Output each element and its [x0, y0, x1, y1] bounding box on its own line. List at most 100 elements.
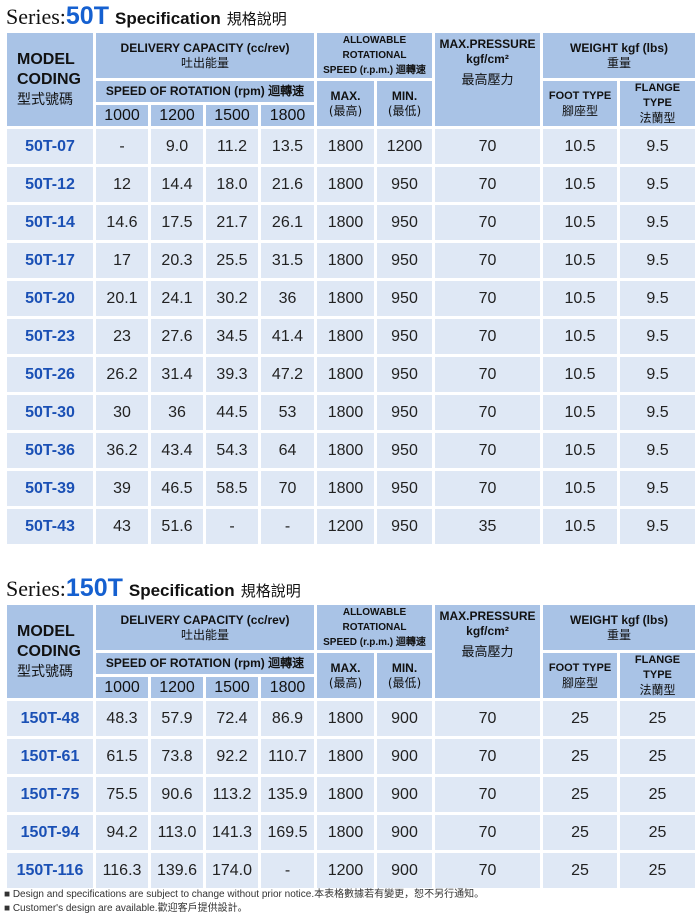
spec-table: MODEL CODING 型式號碼 DELIVERY CAPACITY (cc/re… — [4, 30, 699, 547]
min-speed-cell: 950 — [373, 430, 436, 471]
cap-1500-cell: 54.3 — [203, 430, 261, 471]
flange-weight-cell: 25 — [617, 850, 699, 891]
cap-1500-cell: 18.0 — [203, 164, 261, 205]
cap-1800-cell: - — [258, 506, 317, 547]
max-speed-cell: 1800 — [314, 240, 377, 281]
flange-weight-cell: 9.5 — [617, 468, 699, 509]
cap-1500-cell: 44.5 — [203, 392, 261, 433]
series-number: 50T — [65, 2, 109, 30]
rpm-header: 1200 — [148, 674, 206, 701]
cap-1200-cell: 113.0 — [148, 812, 206, 853]
rpm-header: 1500 — [203, 102, 261, 129]
spec-label-cn: 規格說明 — [240, 582, 301, 600]
max-pressure-cell: 70 — [432, 812, 544, 853]
table-row: 50T-30 30 36 44.5 53 1800 950 70 10.5 9.5 — [4, 392, 699, 433]
max-pressure-cell: 70 — [432, 126, 544, 167]
max-pressure-cell: 70 — [432, 698, 544, 739]
max-pressure-header: MAX.PRESSURE kgf/cm² 最高壓力 — [432, 602, 544, 701]
flange-type-header: FLANGE TYPE 法蘭型 — [617, 78, 699, 129]
foot-weight-cell: 25 — [540, 698, 621, 739]
cap-1800-cell: 26.1 — [258, 202, 317, 243]
table-row: 50T-20 20.1 24.1 30.2 36 1800 950 70 10.5 9.5 — [4, 278, 699, 319]
cap-1500-cell: 34.5 — [203, 316, 261, 357]
flange-weight-cell: 9.5 — [617, 202, 699, 243]
cap-1200-cell: 20.3 — [148, 240, 206, 281]
cap-1500-cell: 92.2 — [203, 736, 261, 777]
foot-weight-cell: 10.5 — [540, 126, 621, 167]
model-code-cell: 150T-94 — [4, 812, 96, 853]
flange-weight-cell: 9.5 — [617, 126, 699, 167]
max-speed-header: MAX. (最高) — [314, 650, 377, 701]
model-code-cell: 50T-36 — [4, 430, 96, 471]
min-speed-cell: 950 — [373, 316, 436, 357]
table-row: 50T-26 26.2 31.4 39.3 47.2 1800 950 70 10.5 9.5 — [4, 354, 699, 395]
cap-1000-cell: 94.2 — [93, 812, 151, 853]
cap-1800-cell: 70 — [258, 468, 317, 509]
table-row: 50T-07-9.0 11.2 13.5 1800 1200 70 10.5 9.5 — [4, 126, 699, 167]
model-code-cell: 50T-39 — [4, 468, 96, 509]
cap-1000-cell: 75.5 — [93, 774, 151, 815]
min-speed-cell: 950 — [373, 240, 436, 281]
max-speed-cell: 1800 — [314, 202, 377, 243]
model-code-cell: 50T-07 — [4, 126, 96, 167]
min-speed-cell: 900 — [373, 736, 436, 777]
cap-1000-cell: 14.6 — [93, 202, 151, 243]
cap-1500-cell: 174.0 — [203, 850, 261, 891]
cap-1800-cell: 64 — [258, 430, 317, 471]
foot-weight-cell: 10.5 — [540, 316, 621, 357]
max-pressure-cell: 70 — [432, 202, 544, 243]
min-speed-cell: 950 — [373, 354, 436, 395]
cap-1000-cell: 20.1 — [93, 278, 151, 319]
max-pressure-cell: 70 — [432, 240, 544, 281]
model-code-cell: 50T-26 — [4, 354, 96, 395]
foot-weight-cell: 10.5 — [540, 354, 621, 395]
min-speed-cell: 900 — [373, 698, 436, 739]
foot-type-header: FOOT TYPE 腳座型 — [540, 650, 621, 701]
rpm-header: 1000 — [93, 102, 151, 129]
cap-1200-cell: 24.1 — [148, 278, 206, 319]
min-speed-cell: 900 — [373, 774, 436, 815]
max-pressure-cell: 70 — [432, 316, 544, 357]
max-pressure-cell: 70 — [432, 278, 544, 319]
max-pressure-cell: 70 — [432, 736, 544, 777]
cap-1800-cell: 53 — [258, 392, 317, 433]
table-row: 150T-75 75.5 90.6 113.2 135.9 1800 900 70 25 25 — [4, 774, 699, 815]
foot-type-header: FOOT TYPE 腳座型 — [540, 78, 621, 129]
cap-1500-cell: 58.5 — [203, 468, 261, 509]
max-pressure-cell: 70 — [432, 850, 544, 891]
footnote: ■ Design and specifications are subject … — [4, 889, 485, 900]
allowable-speed-header: ALLOWABLE ROTATIONAL SPEED (r.p.m.) 迴轉速 — [313, 602, 436, 653]
cap-1000-cell: 43 — [93, 506, 151, 547]
min-speed-cell: 950 — [373, 164, 436, 205]
max-speed-cell: 1200 — [314, 506, 377, 547]
cap-1000-cell: 39 — [93, 468, 151, 509]
table-row: 50T-14 14.6 17.5 21.7 26.1 1800 950 70 10.5 9.5 — [4, 202, 699, 243]
max-pressure-cell: 70 — [432, 354, 544, 395]
table-row: 50T-43 43 51.6- -1200 950 35 10.5 9.5 — [4, 506, 699, 547]
flange-weight-cell: 9.5 — [617, 164, 699, 205]
flange-weight-cell: 9.5 — [617, 354, 699, 395]
series-prefix: Series: — [6, 4, 66, 29]
max-speed-cell: 1800 — [314, 392, 377, 433]
cap-1000-cell: - — [93, 126, 151, 167]
cap-1200-cell: 27.6 — [148, 316, 206, 357]
rpm-header: 1000 — [93, 674, 151, 701]
flange-type-header: FLANGE TYPE 法蘭型 — [617, 650, 699, 701]
spec-table: MODEL CODING 型式號碼 DELIVERY CAPACITY (cc/re… — [4, 602, 699, 891]
cap-1200-cell: 57.9 — [148, 698, 206, 739]
spec-label: Specification — [128, 581, 235, 600]
cap-1500-cell: 72.4 — [203, 698, 261, 739]
rpm-header: 1200 — [148, 102, 206, 129]
model-code-cell: 150T-61 — [4, 736, 96, 777]
cap-1000-cell: 26.2 — [93, 354, 151, 395]
cap-1500-cell: 11.2 — [203, 126, 261, 167]
table-row: 150T-61 61.5 73.8 92.2 110.7 1800 900 70 25 25 — [4, 736, 699, 777]
max-pressure-header: MAX.PRESSURE kgf/cm² 最高壓力 — [432, 30, 544, 129]
rpm-header: 1500 — [203, 674, 261, 701]
series-number: 150T — [65, 574, 123, 602]
max-speed-cell: 1800 — [314, 774, 377, 815]
min-speed-cell: 950 — [373, 278, 436, 319]
cap-1500-cell: - — [203, 506, 261, 547]
max-speed-cell: 1800 — [314, 430, 377, 471]
spec-label-cn: 規格說明 — [226, 10, 287, 28]
